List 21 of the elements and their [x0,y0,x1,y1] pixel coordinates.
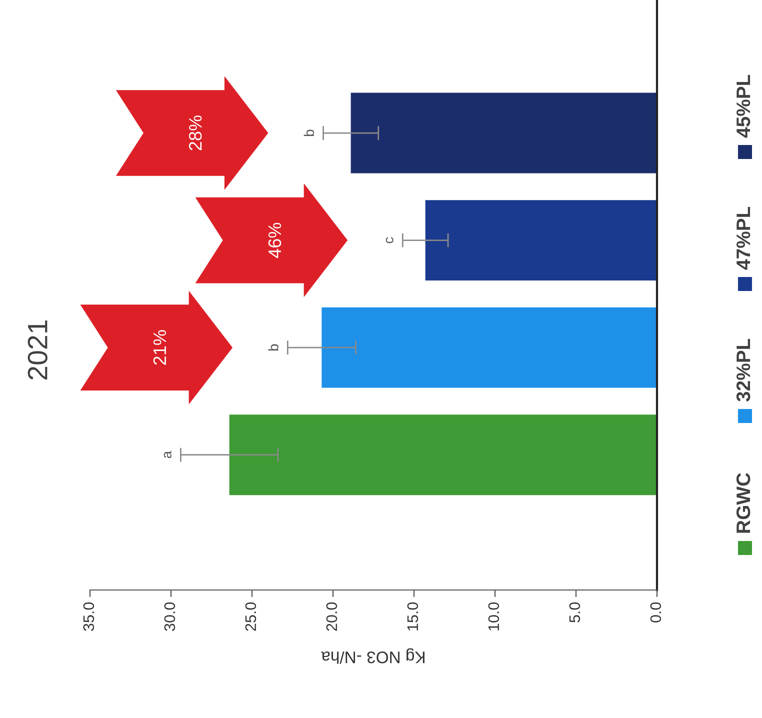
annotation: b [304,130,314,136]
text: 45%PL [736,74,750,138]
x-tick-label: 5.0 [569,602,580,622]
text: 32%PL [736,338,750,402]
x-tick-label: 35.0 [83,602,94,631]
x-tick-label: 30.0 [164,602,176,631]
annotation: 28% [188,116,202,150]
annotation: c [386,237,394,244]
x-tick-label: 10.0 [488,602,500,630]
annotation: 46% [268,222,282,258]
x-tick-label: 20.0 [326,602,338,631]
text: 47%PL [736,206,750,270]
x-tick-label: 15.0 [407,602,418,630]
x-tick-label: 25.0 [245,602,256,631]
annotation: a [164,450,172,458]
annotation: 21% [153,330,166,365]
annotation: b [268,344,278,351]
text: 2021 [28,320,48,380]
x-tick-label: 0.0 [650,602,662,622]
text: RGWC [736,472,750,533]
x-axis-title: Kg NO3 -N/ha [321,648,424,664]
